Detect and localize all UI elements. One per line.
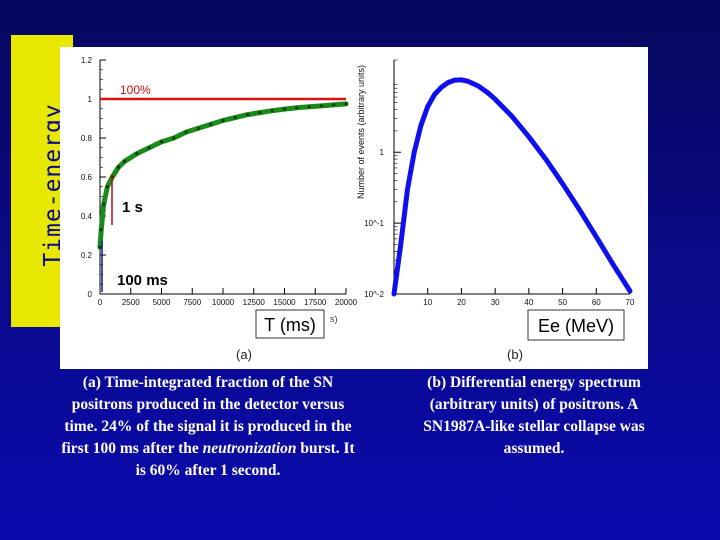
panel-a-xtick-label: 20000 xyxy=(335,298,358,307)
panel-a-point xyxy=(295,106,299,110)
panel-a-ylabel-partial: s) xyxy=(330,314,338,324)
panel-a-point xyxy=(184,130,188,134)
panel-a-point xyxy=(233,115,237,120)
panel-a-point xyxy=(99,228,103,232)
panel-a-chart: 0 0.2 0.4 0.6 0.8 1 1.2 0 2500 5000 7500 10000 12500… xyxy=(81,56,358,362)
panel-a-point xyxy=(172,136,176,140)
panel-a-point xyxy=(123,159,127,163)
panel-a-point xyxy=(319,104,323,108)
panel-b-xlabel-box xyxy=(527,309,625,341)
panel-b-ytick-label: 10^-1 xyxy=(364,219,384,228)
panel-a-xtick-label: 5000 xyxy=(153,298,171,307)
panel-a-xlabel-box xyxy=(255,309,325,339)
panel-a-xtick-label: 7500 xyxy=(183,298,201,307)
panel-a-ytick-label: 0.8 xyxy=(81,134,93,143)
panel-a-ytick-label: 0 xyxy=(88,290,93,299)
panel-a-xtick-label: 10000 xyxy=(212,298,235,307)
panel-a-ytick-label: 1.2 xyxy=(81,56,93,65)
panel-b-curve xyxy=(391,77,633,297)
panel-a-point xyxy=(102,202,106,206)
panel-a-point xyxy=(159,140,164,144)
panel-a-point xyxy=(147,146,151,150)
panel-b-xtick-label: 70 xyxy=(626,298,635,307)
caption-a-text-2: burst. It is 60% after 1 second. xyxy=(135,440,355,479)
panel-b-xlabel: Ee (MeV) xyxy=(538,316,614,336)
panel-a-point xyxy=(258,111,262,115)
panel-b-chart: 10 20 30 40 50 60 70 10^-2 10^-1 1 Number of even… xyxy=(356,59,635,362)
panel-b-xtick-label: 40 xyxy=(524,298,533,307)
caption-a-emphasis: neutronization xyxy=(202,440,297,457)
caption-a-text-1: (a) Time-integrated fraction of the SN p… xyxy=(61,374,352,457)
panel-a-point xyxy=(135,152,139,156)
panel-a-ytick-label: 1 xyxy=(88,95,93,104)
panel-b-tag: (b) xyxy=(507,347,523,362)
panel-b-ytick-label: 10^-2 xyxy=(364,290,384,299)
panel-a-xlabel: T (ms) xyxy=(264,315,316,335)
caption-a: (a) Time-integrated fraction of the SN p… xyxy=(58,372,358,482)
panel-a-xtick-label: 17500 xyxy=(304,298,327,307)
panel-a-xtick-label: 0 xyxy=(98,298,103,307)
panel-a-curve xyxy=(97,101,349,250)
caption-b: (b) Differential energy spectrum (arbitr… xyxy=(423,374,645,457)
panel-a-point xyxy=(307,105,311,109)
panel-b-ylabel: Number of events (arbitrary units) xyxy=(356,65,366,199)
panel-a-ytick-label: 0.2 xyxy=(81,251,93,260)
panel-a-xtick-label: 2500 xyxy=(122,298,140,307)
panel-a-ytick-label: 0.4 xyxy=(81,212,93,221)
panel-a-point xyxy=(105,185,109,189)
panel-a-point xyxy=(282,107,287,111)
panel-a-point xyxy=(344,102,348,106)
label-1s: 1 s xyxy=(122,199,143,216)
label-100ms: 100 ms xyxy=(117,272,168,289)
panel-a-point xyxy=(332,103,336,107)
panel-a-point xyxy=(246,113,250,117)
panel-a-point xyxy=(116,165,121,169)
panel-b-xtick-label: 30 xyxy=(491,298,500,307)
panel-a-tag: (a) xyxy=(236,347,252,362)
panel-b-ytick-label: 1 xyxy=(380,148,385,157)
panel-b-xtick-label: 60 xyxy=(592,298,601,307)
panel-a-ytick-label: 0.6 xyxy=(81,173,93,182)
panel-a-point xyxy=(196,126,200,130)
label-100pct: 100% xyxy=(120,83,151,97)
panel-b-xtick-label: 50 xyxy=(558,298,567,307)
panel-a-point xyxy=(270,109,274,113)
figure: 0 0.2 0.4 0.6 0.8 1 1.2 0 2500 5000 7500 10000 12500… xyxy=(60,47,648,369)
panel-a-xtick-label: 15000 xyxy=(273,298,296,307)
panel-b-xtick-label: 20 xyxy=(457,298,466,307)
panel-b-xtick-label: 10 xyxy=(423,298,432,307)
panel-a-point xyxy=(209,122,213,126)
panel-a-xtick-label: 12500 xyxy=(243,298,266,307)
panel-a-point xyxy=(221,118,225,123)
figure-svg: 0 0.2 0.4 0.6 0.8 1 1.2 0 2500 5000 7500 10000 12500… xyxy=(81,56,635,362)
panel-a-point xyxy=(98,245,102,249)
